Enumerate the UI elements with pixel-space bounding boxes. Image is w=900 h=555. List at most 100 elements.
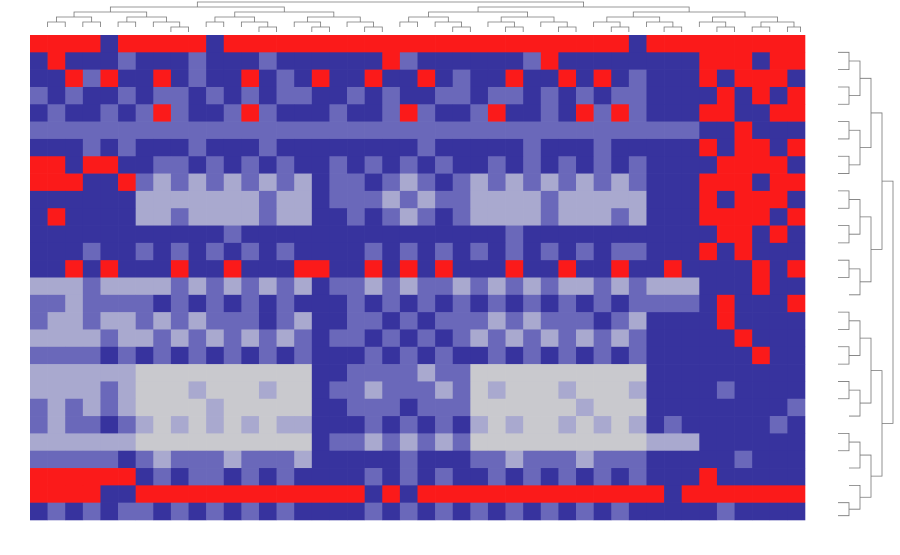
heatmap-cell <box>170 173 189 192</box>
heatmap-cell <box>30 208 48 226</box>
heatmap-cell <box>628 346 647 365</box>
heatmap-cell <box>523 416 542 434</box>
heatmap-cell <box>276 260 295 278</box>
heatmap-cell <box>65 294 84 313</box>
heatmap-cell <box>47 502 66 521</box>
heatmap-cell <box>65 86 84 105</box>
heatmap-cell <box>30 450 48 469</box>
heatmap-cell <box>470 138 489 157</box>
heatmap-cell <box>399 294 418 313</box>
heatmap-cell <box>118 312 136 330</box>
heatmap-cell <box>593 156 612 174</box>
heatmap-cell <box>540 433 559 452</box>
heatmap-cell <box>82 468 101 486</box>
heatmap-cell <box>258 398 277 417</box>
heatmap-cell <box>311 450 330 469</box>
heatmap-cell <box>30 156 48 174</box>
heatmap-cell <box>435 190 454 209</box>
heatmap-cell <box>769 104 788 122</box>
heatmap-cell <box>294 364 313 382</box>
heatmap-cell <box>170 502 189 521</box>
heatmap-cell <box>241 225 260 244</box>
heatmap-cell <box>399 86 418 105</box>
heatmap-cell <box>593 86 612 105</box>
heatmap-cell <box>576 485 594 503</box>
heatmap-cell <box>470 416 489 434</box>
heatmap-cell <box>82 225 101 244</box>
dendrogram-link <box>849 268 861 296</box>
heatmap-cell <box>206 138 225 157</box>
heatmap-cell <box>435 35 454 53</box>
heatmap-cell <box>258 450 277 469</box>
heatmap-cell <box>505 277 524 296</box>
heatmap-cell <box>628 294 647 313</box>
heatmap-cell <box>523 52 542 70</box>
heatmap-cell <box>399 485 418 503</box>
heatmap-cell <box>576 346 594 365</box>
heatmap-cell <box>505 346 524 365</box>
heatmap-cell <box>769 86 788 105</box>
heatmap-cell <box>628 433 647 452</box>
heatmap-cell <box>258 173 277 192</box>
heatmap-cell <box>540 35 559 53</box>
heatmap-cell <box>347 242 365 261</box>
heatmap-cell <box>30 294 48 313</box>
heatmap-cell <box>452 485 471 503</box>
heatmap-cell <box>646 138 665 157</box>
heatmap-cell <box>664 329 683 348</box>
heatmap-cell <box>311 138 330 157</box>
heatmap-cell <box>576 35 594 53</box>
heatmap-cell <box>364 485 383 503</box>
heatmap-cell <box>399 225 418 244</box>
heatmap-cell <box>540 346 559 365</box>
heatmap-cell <box>135 52 154 70</box>
heatmap-cell <box>399 138 418 157</box>
heatmap-cell <box>82 364 101 382</box>
heatmap-cell <box>734 121 753 140</box>
heatmap-cell <box>153 450 172 469</box>
heatmap-cell <box>628 121 647 140</box>
heatmap-cell <box>382 260 401 278</box>
heatmap-cell <box>100 173 119 192</box>
heatmap-cell <box>769 294 788 313</box>
heatmap-cell <box>276 104 295 122</box>
heatmap-cell <box>347 294 365 313</box>
heatmap-cell <box>558 104 577 122</box>
heatmap-cell <box>540 52 559 70</box>
heatmap-cell <box>382 242 401 261</box>
heatmap-cell <box>452 121 471 140</box>
heatmap-cell <box>576 398 594 417</box>
heatmap-cell <box>487 260 506 278</box>
dendrogram-link <box>505 26 524 32</box>
heatmap-cell <box>716 502 735 521</box>
heatmap-cell <box>170 242 189 261</box>
heatmap-cell <box>470 329 489 348</box>
heatmap-cell <box>628 398 647 417</box>
heatmap-cell <box>364 450 383 469</box>
heatmap-cell <box>47 468 66 486</box>
heatmap-cell <box>47 450 66 469</box>
heatmap-cell <box>576 121 594 140</box>
heatmap-cell <box>258 329 277 348</box>
heatmap-cell <box>276 225 295 244</box>
heatmap-cell <box>752 398 771 417</box>
heatmap-cell <box>540 450 559 469</box>
heatmap-cell <box>734 416 753 434</box>
heatmap-cell <box>664 364 683 382</box>
heatmap-cell <box>593 416 612 434</box>
heatmap-cell <box>769 329 788 348</box>
heatmap-cell <box>558 35 577 53</box>
heatmap-cell <box>135 416 154 434</box>
dendrogram-link <box>606 16 661 22</box>
heatmap-cell <box>752 485 771 503</box>
heatmap-cell <box>681 260 700 278</box>
heatmap-cell <box>558 52 577 70</box>
heatmap-cell <box>487 52 506 70</box>
heatmap-cell <box>223 346 242 365</box>
heatmap-cell <box>223 364 242 382</box>
heatmap-cell <box>241 433 260 452</box>
heatmap-cell <box>170 485 189 503</box>
heatmap-cell <box>716 242 735 261</box>
dendrogram-link <box>871 112 883 250</box>
